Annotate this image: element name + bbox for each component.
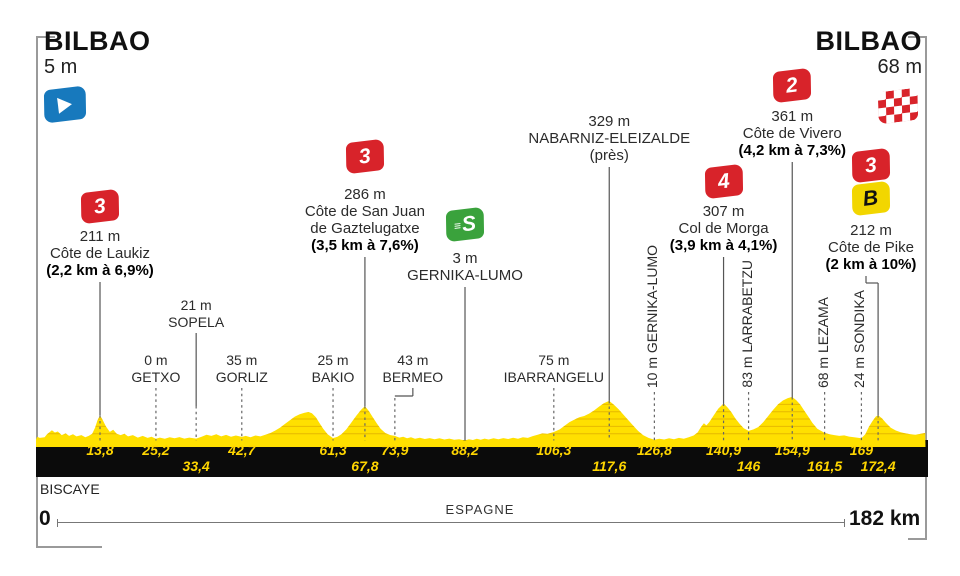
- scale-line: [57, 522, 845, 523]
- climb-marker-c-te-de-pike: 212 m Côte de Pike (2 km à 10%): [776, 222, 960, 273]
- town-marker-gernika-lumo: 10 m GERNIKA-LUMO: [644, 244, 661, 388]
- finish-elevation: 68 m: [877, 56, 922, 78]
- scale-tick-left: [57, 519, 58, 527]
- climb-name: NABARNIZ-ELEIZALDE: [528, 130, 691, 147]
- town-name: GORLIZ: [215, 369, 268, 385]
- town-marker-ibarrangelu: 75 m IBARRANGELU: [484, 352, 624, 386]
- scale-tick-right: [844, 519, 845, 527]
- km-marker-117-6: 117,6: [592, 458, 627, 474]
- frame-top-right-tick: [908, 36, 927, 38]
- frame-bottom-left-tick: [36, 546, 102, 548]
- km-marker-154-9: 154,9: [774, 442, 810, 458]
- town-elevation: 21 m: [180, 297, 212, 313]
- climb-name: Côte de Vivero: [742, 125, 842, 142]
- climb-elevation: 212 m: [850, 222, 892, 239]
- category-3-flag-icon: 3: [345, 138, 385, 175]
- finish-city: BILBAO: [815, 26, 922, 56]
- region-label: BISCAYE: [40, 481, 100, 497]
- scale-start-label: 0: [39, 507, 51, 530]
- town-name: IBARRANGELU: [503, 369, 604, 385]
- km-marker-61-3: 61,3: [319, 442, 347, 458]
- sprint-flag-icon: ≡ S: [445, 206, 485, 243]
- climb-elevation: 329 m: [588, 113, 631, 130]
- km-marker-88-2: 88,2: [451, 442, 479, 458]
- climb-elevation: 361 m: [771, 108, 814, 125]
- town-elevation: 35 m: [226, 352, 258, 368]
- km-marker-25-2: 25,2: [142, 442, 170, 458]
- km-marker-67-8: 67,8: [351, 458, 379, 474]
- town-elevation: 0 m: [144, 352, 168, 368]
- finish-flag-icon: [877, 87, 919, 125]
- climb-name: Col de Morga: [678, 220, 769, 237]
- climb-elevation: 286 m: [344, 186, 386, 203]
- km-marker-13-8: 13,8: [86, 442, 114, 458]
- frame-left-line: [36, 36, 38, 548]
- climb-elevation: 211 m: [79, 228, 121, 245]
- km-marker-106-3: 106,3: [536, 442, 572, 458]
- town-marker-getxo: 0 m GETXO: [86, 352, 226, 386]
- km-marker-73-9: 73,9: [381, 442, 409, 458]
- climb-marker-nabarniz-eleizalde: 329 m NABARNIZ-ELEIZALDE (près): [514, 113, 704, 164]
- climb-name: Côte de Laukiz: [49, 245, 151, 262]
- km-marker-146: 146: [736, 458, 761, 474]
- climb-name: Côte de San Juan: [304, 203, 425, 220]
- town-name: GETXO: [131, 369, 181, 385]
- category-2-flag-icon: 2: [773, 67, 812, 104]
- town-marker-gorliz: 35 m GORLIZ: [172, 352, 312, 386]
- town-elevation: 25 m: [317, 352, 349, 368]
- town-elevation: 75 m: [538, 352, 570, 368]
- km-marker-126-8: 126,8: [636, 442, 672, 458]
- climb-marker-c-te-de-vivero: 361 m Côte de Vivero (4,2 km à 7,3%): [697, 108, 887, 159]
- town-name: SOPELA: [168, 314, 225, 330]
- town-name: BERMEO: [382, 369, 444, 385]
- town-marker-larrabetzu: 83 m LARRABETZU: [738, 260, 755, 388]
- climb-elevation: 307 m: [702, 203, 745, 220]
- town-marker-sopela: 21 m SOPELA: [126, 297, 266, 331]
- bonus-flag-icon: B: [851, 180, 891, 217]
- km-marker-172-4: 172,4: [860, 458, 896, 474]
- climb-marker-col-de-morga: 307 m Col de Morga (3,9 km à 4,1%): [629, 203, 819, 254]
- country-label: ESPAGNE: [445, 502, 515, 517]
- climb-stats: (2,2 km à 6,9%): [46, 262, 154, 279]
- climb-marker-c-te-de-san-juan-de-gaztelugatxe: 286 m Côte de San Juan de Gaztelugatxe (3,5…: [270, 186, 460, 254]
- frame-right-line: [925, 36, 927, 540]
- climb-stats: (2 km à 10%): [825, 256, 917, 273]
- start-city: BILBAO: [44, 26, 151, 56]
- climb-stats: (3,5 km à 7,6%): [311, 237, 419, 254]
- start-elevation: 5 m: [44, 56, 78, 78]
- finish-block: BILBAO 68 m: [816, 26, 923, 78]
- category-3-flag-icon: 3: [80, 188, 120, 225]
- town-elevation: 43 m: [397, 352, 429, 368]
- start-flag-icon: [43, 85, 87, 124]
- km-marker-161-5: 161,5: [807, 458, 843, 474]
- town-marker-bakio: 25 m BAKIO: [263, 352, 403, 386]
- climb-name: de Gaztelugatxe: [310, 220, 420, 237]
- climb-marker-c-te-de-laukiz: 211 m Côte de Laukiz (2,2 km à 6,9%): [5, 228, 195, 279]
- town-marker-sondika: 24 m SONDIKA: [851, 289, 868, 388]
- climb-name: Côte de Pike: [828, 239, 914, 256]
- km-marker-140-9: 140,9: [706, 442, 742, 458]
- km-marker-169: 169: [849, 442, 874, 458]
- km-marker-42-7: 42,7: [228, 442, 256, 458]
- town-marker-bermeo: 43 m BERMEO: [343, 352, 483, 386]
- category-4-flag-icon: 4: [704, 163, 743, 200]
- climb-stats: (3,9 km à 4,1%): [669, 237, 778, 254]
- climb-note: (près): [589, 147, 629, 164]
- climb-stats: (4,2 km à 7,3%): [738, 142, 847, 159]
- climb-name: GERNIKA-LUMO: [407, 267, 523, 284]
- climb-marker-gernika-lumo: 3 m GERNIKA-LUMO: [370, 250, 560, 284]
- town-marker-lezama: 68 m LEZAMA: [814, 296, 831, 388]
- km-marker-33-4: 33,4: [182, 458, 210, 474]
- town-name: BAKIO: [311, 369, 355, 385]
- scale-end-label: 182 km: [849, 507, 921, 530]
- start-block: BILBAO 5 m: [44, 26, 151, 78]
- frame-top-left-tick: [36, 36, 55, 38]
- category-3-flag-icon: 3: [851, 147, 891, 184]
- frame-bottom-right-tick: [908, 538, 927, 540]
- climb-elevation: 3 m: [452, 250, 478, 267]
